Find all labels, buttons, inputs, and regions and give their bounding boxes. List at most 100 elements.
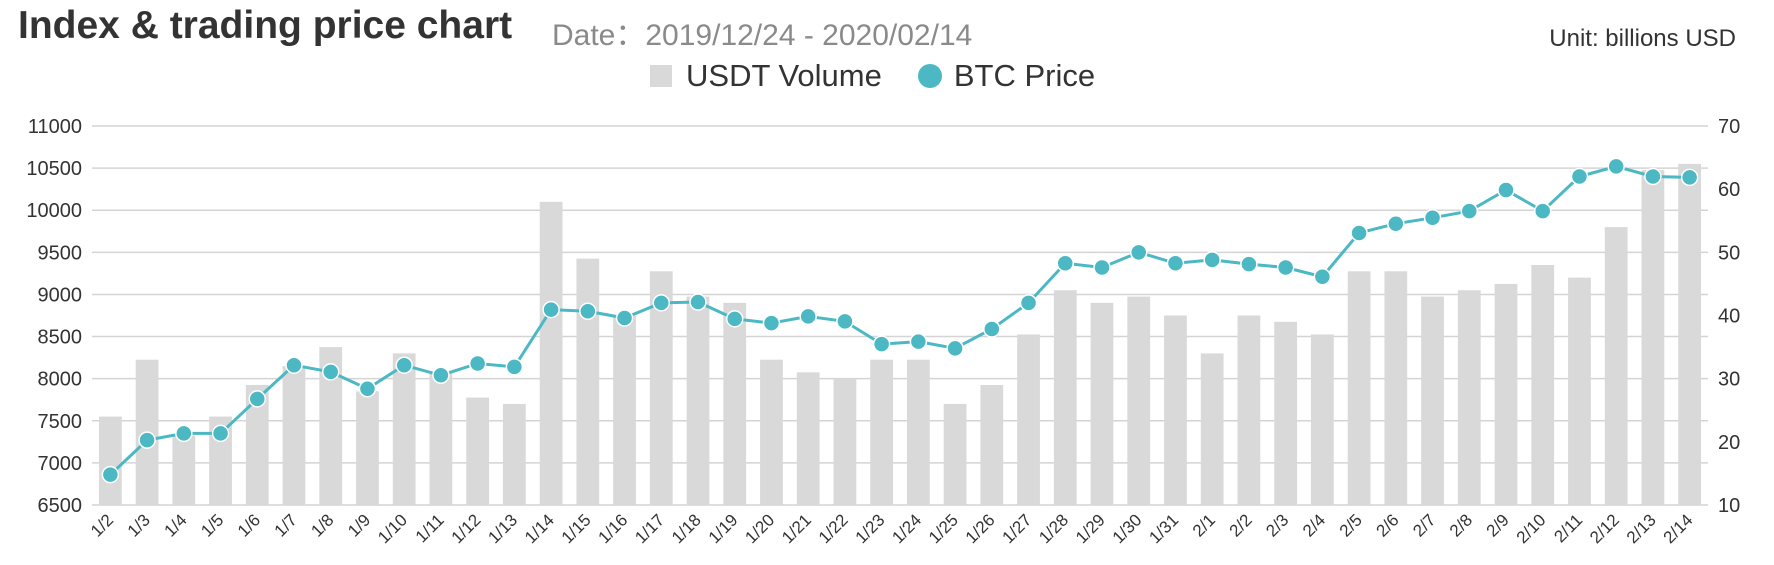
bar-usdt-volume bbox=[686, 296, 710, 505]
x-tick-label: 2/13 bbox=[1623, 510, 1660, 547]
bar-usdt-volume bbox=[1090, 302, 1114, 505]
bar-usdt-volume bbox=[906, 359, 930, 505]
bar-usdt-volume bbox=[613, 315, 636, 505]
point-btc-price bbox=[1019, 294, 1038, 312]
bar-usdt-volume bbox=[319, 347, 343, 505]
bar-usdt-volume bbox=[1457, 290, 1481, 505]
bar-usdt-volume bbox=[649, 271, 673, 505]
y-left-tick-label: 7500 bbox=[38, 411, 83, 433]
x-tick-label: 1/2 bbox=[87, 510, 117, 540]
x-tick-label: 2/7 bbox=[1409, 510, 1439, 540]
bar-usdt-volume bbox=[796, 372, 820, 505]
x-tick-label: 2/1 bbox=[1189, 510, 1219, 540]
x-tick-label: 1/20 bbox=[741, 510, 778, 547]
point-btc-price bbox=[432, 366, 450, 385]
bar-usdt-volume bbox=[1384, 271, 1408, 505]
x-tick-label: 1/9 bbox=[344, 510, 374, 540]
point-btc-price bbox=[615, 309, 634, 327]
chart-date-range: Date：2019/12/24 - 2020/02/14 bbox=[552, 19, 973, 52]
bar-usdt-volume bbox=[576, 258, 600, 505]
point-btc-price bbox=[652, 294, 671, 312]
line-btc-price bbox=[109, 164, 1690, 476]
y-left-tick-label: 8500 bbox=[38, 327, 83, 349]
x-tick-label: 1/17 bbox=[631, 510, 668, 547]
x-tick-label: 2/11 bbox=[1550, 510, 1586, 546]
bar-usdt-volume bbox=[1053, 290, 1077, 505]
bar-usdt-volume bbox=[282, 366, 306, 505]
bar-usdt-volume bbox=[98, 416, 122, 505]
y-right-tick-label: 30 bbox=[1718, 369, 1740, 391]
bar-usdt-volume bbox=[502, 403, 526, 505]
bar-usdt-volume bbox=[245, 384, 269, 505]
chart-legend: USDT Volume BTC Price bbox=[650, 56, 1131, 96]
point-btc-price bbox=[468, 354, 487, 373]
x-tick-label: 1/23 bbox=[852, 510, 889, 547]
x-tick-label: 1/28 bbox=[1035, 510, 1072, 547]
bar-usdt-volume bbox=[1678, 163, 1702, 505]
point-btc-price bbox=[542, 300, 560, 319]
x-tick-label: 1/15 bbox=[558, 510, 595, 547]
point-btc-price bbox=[983, 320, 1001, 338]
point-btc-price bbox=[1276, 258, 1295, 277]
x-tick-label: 1/5 bbox=[197, 510, 227, 540]
x-tick-label: 2/10 bbox=[1513, 510, 1550, 547]
legend-item-price[interactable]: BTC Price bbox=[917, 58, 1095, 94]
x-tick-label: 1/13 bbox=[484, 510, 521, 547]
legend-swatch-volume bbox=[650, 65, 672, 87]
legend-item-volume[interactable]: USDT Volume bbox=[650, 58, 882, 94]
bar-usdt-volume bbox=[1164, 315, 1187, 505]
x-tick-label: 1/29 bbox=[1072, 510, 1109, 547]
x-tick-label: 1/3 bbox=[124, 510, 154, 540]
point-btc-price bbox=[1166, 254, 1185, 273]
point-btc-price bbox=[1129, 243, 1148, 262]
point-btc-price bbox=[1350, 224, 1368, 242]
point-btc-price bbox=[138, 431, 156, 449]
x-tick-label: 2/5 bbox=[1336, 510, 1366, 540]
x-tick-label: 1/10 bbox=[374, 510, 411, 547]
chart-unit: Unit: billions USD bbox=[1549, 25, 1736, 52]
point-btc-price bbox=[1497, 181, 1515, 199]
x-tick-label: 1/26 bbox=[962, 510, 999, 547]
point-btc-price bbox=[505, 358, 524, 376]
point-btc-price bbox=[762, 314, 781, 332]
y-left-tick-label: 6500 bbox=[38, 495, 83, 517]
point-btc-price bbox=[1203, 251, 1221, 269]
chart-title: Index & trading price chart bbox=[18, 4, 513, 47]
x-tick-label: 1/12 bbox=[448, 510, 485, 547]
point-btc-price bbox=[799, 307, 817, 326]
point-btc-price bbox=[1423, 209, 1442, 227]
x-tick-label: 1/22 bbox=[815, 510, 852, 547]
y-right-tick-label: 50 bbox=[1718, 242, 1740, 264]
bar-usdt-volume bbox=[1127, 296, 1151, 505]
x-tick-label: 1/7 bbox=[271, 510, 301, 540]
point-btc-price bbox=[836, 312, 854, 331]
x-tick-label: 1/21 bbox=[778, 510, 815, 547]
point-btc-price bbox=[211, 424, 230, 443]
bar-usdt-volume bbox=[1641, 170, 1665, 505]
y-right-tick-label: 70 bbox=[1718, 116, 1740, 138]
bar-usdt-volume bbox=[1274, 321, 1298, 505]
point-btc-price bbox=[1093, 258, 1111, 277]
y-right-tick-label: 20 bbox=[1718, 432, 1740, 454]
bar-usdt-volume bbox=[356, 391, 379, 505]
x-tick-label: 1/19 bbox=[705, 510, 742, 547]
point-btc-price bbox=[689, 293, 707, 311]
x-tick-label: 1/31 bbox=[1145, 510, 1182, 547]
bar-usdt-volume bbox=[466, 397, 490, 505]
point-btc-price bbox=[248, 390, 267, 408]
point-btc-price bbox=[872, 335, 891, 353]
bar-usdt-volume bbox=[1237, 315, 1261, 505]
x-tick-label: 2/2 bbox=[1226, 510, 1256, 540]
bar-usdt-volume bbox=[1017, 334, 1040, 505]
point-btc-price bbox=[1240, 255, 1258, 273]
x-tick-label: 2/6 bbox=[1372, 510, 1402, 540]
y-left-tick-label: 11000 bbox=[28, 116, 82, 138]
x-tick-label: 2/12 bbox=[1586, 510, 1623, 547]
x-tick-label: 2/4 bbox=[1299, 510, 1329, 540]
y-right-tick-label: 40 bbox=[1718, 306, 1740, 328]
point-btc-price bbox=[1570, 167, 1589, 186]
bar-usdt-volume bbox=[1347, 271, 1371, 505]
x-tick-label: 1/4 bbox=[160, 510, 190, 540]
point-btc-price bbox=[321, 363, 340, 381]
point-btc-price bbox=[1387, 214, 1405, 233]
